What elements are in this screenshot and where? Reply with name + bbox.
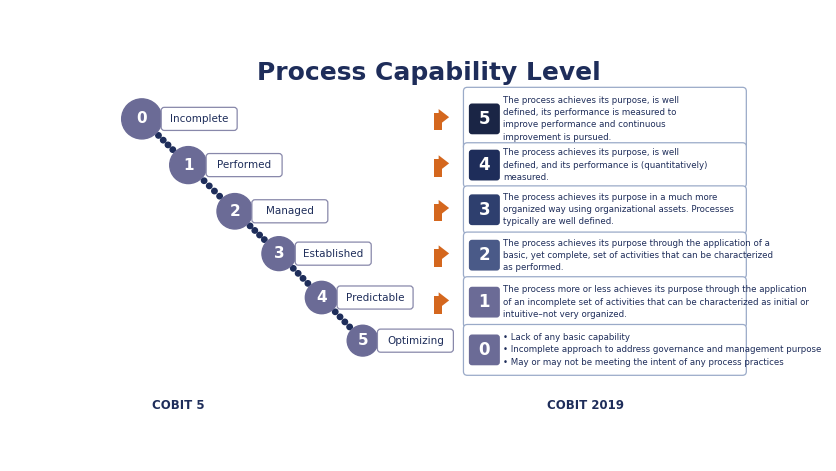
Text: 4: 4	[316, 290, 327, 305]
Polygon shape	[434, 113, 438, 121]
Polygon shape	[438, 109, 449, 125]
Circle shape	[305, 281, 310, 286]
Circle shape	[295, 271, 300, 276]
Circle shape	[305, 281, 338, 314]
FancyBboxPatch shape	[463, 87, 746, 150]
Polygon shape	[434, 212, 441, 221]
Polygon shape	[434, 159, 441, 167]
Circle shape	[212, 188, 217, 194]
Circle shape	[347, 325, 378, 356]
Circle shape	[337, 314, 342, 319]
FancyBboxPatch shape	[252, 200, 328, 223]
Polygon shape	[438, 292, 449, 309]
Text: 1: 1	[183, 158, 193, 172]
Circle shape	[247, 223, 252, 228]
Text: Established: Established	[303, 249, 363, 259]
FancyBboxPatch shape	[468, 195, 499, 225]
FancyBboxPatch shape	[206, 154, 282, 177]
Text: Performed: Performed	[217, 160, 271, 170]
Text: 2: 2	[478, 246, 490, 264]
Text: 1: 1	[478, 293, 490, 311]
Circle shape	[206, 183, 212, 188]
Text: 2: 2	[229, 204, 240, 219]
Circle shape	[217, 194, 222, 199]
Text: Managed: Managed	[266, 206, 314, 216]
Text: Predictable: Predictable	[345, 292, 404, 302]
Polygon shape	[434, 167, 441, 177]
Circle shape	[121, 99, 162, 139]
Polygon shape	[434, 204, 438, 212]
Polygon shape	[434, 250, 438, 258]
Text: • Lack of any basic capability
• Incomplete approach to address governance and m: • Lack of any basic capability • Incompl…	[502, 333, 820, 366]
Polygon shape	[438, 200, 449, 216]
Circle shape	[155, 133, 161, 138]
FancyBboxPatch shape	[463, 143, 746, 187]
Polygon shape	[438, 155, 449, 171]
FancyBboxPatch shape	[463, 186, 746, 234]
Circle shape	[332, 309, 338, 315]
Polygon shape	[434, 296, 441, 304]
Text: 3: 3	[273, 246, 284, 261]
Text: 3: 3	[478, 201, 490, 219]
Text: Optimizing: Optimizing	[386, 336, 443, 346]
Circle shape	[290, 266, 296, 271]
Polygon shape	[434, 113, 441, 121]
Text: The process achieves its purpose, is well
defined, its performance is measured t: The process achieves its purpose, is wel…	[502, 96, 678, 142]
Text: 0: 0	[478, 341, 490, 359]
Text: 5: 5	[478, 110, 490, 128]
Circle shape	[252, 228, 257, 233]
Circle shape	[346, 324, 352, 330]
Circle shape	[217, 194, 252, 229]
FancyBboxPatch shape	[161, 107, 237, 130]
Circle shape	[170, 146, 206, 184]
FancyBboxPatch shape	[468, 240, 499, 270]
Text: The process more or less achieves its purpose through the application
of an inco: The process more or less achieves its pu…	[502, 285, 808, 319]
Polygon shape	[434, 159, 438, 167]
FancyBboxPatch shape	[463, 232, 746, 278]
Circle shape	[161, 138, 166, 143]
Text: 5: 5	[357, 333, 368, 348]
FancyBboxPatch shape	[468, 104, 499, 134]
Text: Process Capability Level: Process Capability Level	[257, 61, 600, 85]
Circle shape	[300, 276, 305, 281]
FancyBboxPatch shape	[463, 277, 746, 327]
Polygon shape	[434, 304, 441, 314]
Circle shape	[262, 237, 296, 270]
Text: COBIT 2019: COBIT 2019	[546, 399, 623, 412]
Text: 4: 4	[478, 156, 490, 174]
FancyBboxPatch shape	[468, 287, 499, 317]
Polygon shape	[434, 121, 441, 130]
Polygon shape	[434, 296, 438, 304]
Circle shape	[170, 147, 176, 152]
Text: The process achieves its purpose, is well
defined, and its performance is (quant: The process achieves its purpose, is wel…	[502, 148, 706, 182]
Text: The process achieves its purpose through the application of a
basic, yet complet: The process achieves its purpose through…	[502, 238, 772, 272]
Polygon shape	[434, 258, 441, 267]
Text: The process achieves its purpose in a much more
organized way using organization: The process achieves its purpose in a mu…	[502, 193, 733, 227]
FancyBboxPatch shape	[463, 325, 746, 375]
Polygon shape	[438, 245, 449, 261]
FancyBboxPatch shape	[468, 334, 499, 365]
Circle shape	[165, 142, 171, 147]
FancyBboxPatch shape	[337, 286, 413, 309]
Circle shape	[257, 232, 262, 238]
Text: 0: 0	[136, 111, 147, 126]
FancyBboxPatch shape	[295, 242, 371, 265]
Text: COBIT 5: COBIT 5	[152, 399, 204, 412]
Circle shape	[342, 319, 347, 325]
FancyBboxPatch shape	[377, 329, 453, 352]
Circle shape	[262, 237, 267, 242]
FancyBboxPatch shape	[468, 150, 499, 180]
Polygon shape	[434, 250, 441, 258]
Text: Incomplete: Incomplete	[170, 114, 228, 124]
Circle shape	[201, 178, 206, 183]
Polygon shape	[434, 204, 441, 212]
